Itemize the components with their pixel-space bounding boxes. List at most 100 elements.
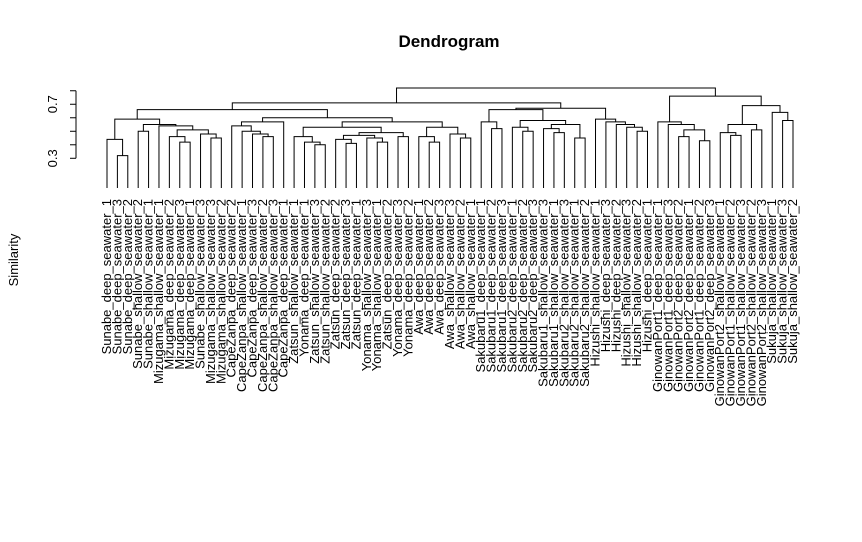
leaf-label: Awa_deep_seawater_1 — [411, 199, 426, 335]
dendrogram-link — [342, 134, 376, 140]
leaf-label: CapeZanpa_deep_seawater_2 — [224, 199, 239, 378]
dendrogram-link — [303, 141, 321, 188]
y-axis-label: Similarity — [6, 233, 21, 286]
leaf-label: Hizushi_deep_seawater_2 — [608, 199, 623, 352]
dendrogram-link — [200, 133, 217, 188]
leaf-label: Mizugama_shallow_seawater_3 — [203, 199, 218, 384]
leaf-label: Sunabe_deep_seawater_3 — [109, 199, 124, 354]
leaf-label: Hizushi_deep_seawater_1 — [639, 199, 654, 352]
dendrogram-link — [515, 107, 607, 120]
dendrogram-link — [636, 130, 648, 188]
leaf-label: Yonama_shallow_seawater_3 — [359, 199, 374, 371]
dendrogram-link — [302, 126, 382, 137]
leaf-label: Zatsun_deep_seawater_3 — [338, 199, 353, 349]
leaf-label: Mizugama_shallow_seawater_2 — [213, 199, 228, 384]
leaf-label: CapeZanpa_deep_seawater_1 — [276, 199, 291, 378]
leaf-label: Hizushi_deep_seawater_3 — [598, 199, 613, 352]
dendrogram-link — [626, 126, 643, 188]
leaf-label: CapeZanpa_deep_seawater_3 — [245, 199, 260, 378]
dendrogram-link — [231, 102, 562, 110]
dendrogram-link — [574, 137, 586, 188]
leaf-label: Mizugama_deep_seawater_2 — [161, 199, 176, 370]
leaf-label: CapeZanpa_shallow_seawater_3 — [265, 199, 280, 392]
dendrogram-link — [491, 128, 503, 188]
leaf-label: Zatsun_shallow_seawater_1 — [286, 199, 301, 364]
dendrogram-link — [366, 137, 383, 188]
leaf-label: Hizushi_shallow_seawater_3 — [619, 199, 634, 367]
dendrogram-link — [137, 130, 150, 188]
dendrogram-link — [727, 124, 758, 133]
dendrogram-link — [449, 133, 467, 188]
dendrogram-link — [782, 119, 794, 188]
dendrogram-link — [376, 141, 389, 188]
dendrogram-link — [341, 121, 443, 128]
dendrogram-link — [741, 105, 781, 125]
dendrogram-link — [397, 136, 409, 188]
dendrogram-link — [176, 129, 209, 137]
dendrogram-link — [480, 121, 498, 188]
dendrogram-link — [698, 140, 711, 188]
leaf-label: Awa_shallow_seawater_2 — [452, 199, 467, 349]
dendrogram-link — [210, 137, 222, 188]
dendrogram-link — [241, 130, 261, 188]
leaf-label: Sunabe_shallow_seawater_2 — [130, 199, 145, 369]
leaf-label: Sunabe_shallow_seawater_3 — [193, 199, 208, 369]
dendrogram-link — [678, 136, 690, 188]
leaf-labels: Sunabe_deep_seawater_1Sunabe_deep_seawat… — [99, 199, 800, 406]
leaf-label: CapeZanpa_shallow_seawater_1 — [234, 199, 249, 392]
leaf-label: Zatsun_deep_seawater_2 — [328, 199, 343, 349]
leaf-label: Sakubaru1_shallow_seawater_1 — [546, 199, 561, 387]
dendrogram-link — [262, 136, 274, 188]
leaf-label: GinowanPort2_deep_seawater_2 — [671, 199, 686, 392]
dendrogram-link — [615, 124, 635, 188]
leaf-label: GinowanPort2_deep_seawater_3 — [702, 199, 717, 392]
dendrogram-link — [179, 141, 191, 188]
dendrogram-link — [106, 138, 124, 188]
dendrogram-link — [114, 118, 161, 140]
leaf-label: Yonama_deep_seawater_2 — [400, 199, 415, 357]
leaf-label: Awa_deep_seawater_3 — [432, 199, 447, 335]
leaf-label: Sakubaru1_deep_seawater_2 — [484, 199, 499, 372]
leaf-label: GinowanPort1_deep_seawater_3 — [660, 199, 675, 392]
dendrogram-link — [667, 124, 695, 188]
dendrogram-link — [428, 141, 441, 188]
dendrogram-link — [168, 136, 186, 188]
leaf-label: CapeZanpa_shallow_seawater_2 — [255, 199, 270, 392]
leaf-label: GinowanPort1_deep_seawater_2 — [691, 199, 706, 392]
leaf-label: Sakubaru2_deep_seawater_1 — [504, 199, 519, 372]
leaf-label: Zatsun_deep_seawater_1 — [348, 199, 363, 349]
dendrogram-link — [158, 125, 194, 188]
dendrogram-link — [358, 132, 404, 137]
dendrogram-link — [511, 126, 529, 188]
leaf-label: GinowanPort2_shallow_seawater_1 — [712, 199, 727, 406]
dendrogram-link — [730, 134, 742, 188]
dendrogram-link — [519, 119, 567, 128]
dendrogram-link — [657, 121, 682, 188]
dendrogram-link — [335, 138, 352, 188]
leaf-label: Sakubaru2_shallow_seawater_1 — [567, 199, 582, 387]
dendrogram-link — [683, 129, 706, 141]
leaf-label: Sunabe_deep_seawater_1 — [99, 199, 114, 354]
dendrogram-link — [418, 136, 435, 188]
dendrogram-link — [426, 126, 459, 137]
leaf-label: Yonama_shallow_seawater_1 — [369, 199, 384, 371]
leaf-label: Sakubaru2_shallow_seawater_2 — [577, 199, 592, 387]
leaf-label: Sakubaru1_deep_seawater_1 — [473, 199, 488, 372]
leaf-label: Sakubaru1_shallow_seawater_3 — [536, 199, 551, 387]
dendrogram-link — [345, 142, 357, 188]
leaf-label: GinowanPort1_shallow_seawater_3 — [733, 199, 748, 406]
leaf-label: Yonama_deep_seawater_1 — [296, 199, 311, 357]
leaf-label: Sukuja_shallow_seawater_1 — [764, 199, 779, 364]
leaf-label: Hizushi_shallow_seawater_2 — [629, 199, 644, 367]
leaf-label: Sunabe_shallow_seawater_1 — [141, 199, 156, 369]
leaf-label: Awa_shallow_seawater_1 — [463, 199, 478, 349]
dendrogram-link — [750, 129, 763, 188]
dendrogram-link — [669, 95, 762, 122]
leaf-label: Sunabe_deep_seawater_2 — [120, 199, 135, 354]
leaf-label: Mizugama_deep_seawater_1 — [182, 199, 197, 370]
leaf-label: Sakubaru2_deep_seawater_3 — [525, 199, 540, 372]
dendrogram-link — [771, 111, 789, 188]
dendrogram-link — [605, 121, 626, 188]
leaf-label: Mizugama_shallow_seawater_1 — [151, 199, 166, 384]
